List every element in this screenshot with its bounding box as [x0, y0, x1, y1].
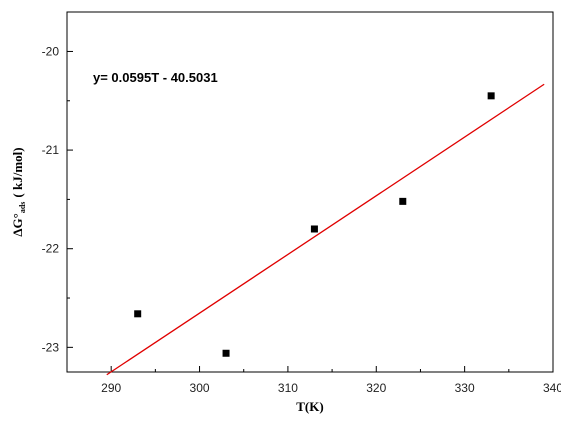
x-tick-label: 300 — [190, 381, 210, 395]
x-tick-label: 310 — [278, 381, 298, 395]
y-axis-ticks: -20 -21 -22 -23 — [42, 44, 73, 354]
data-points — [134, 92, 495, 357]
y-tick-label: -20 — [42, 44, 60, 58]
y-tick-label: -23 — [42, 340, 60, 354]
y-axis-title-unit: ( kJ/mol) — [10, 147, 25, 197]
fit-equation: y= 0.0595T - 40.5031 — [93, 70, 218, 85]
x-tick-label: 320 — [366, 381, 386, 395]
y-axis-title-main: ΔG° — [10, 213, 25, 236]
x-tick-label: 330 — [455, 381, 475, 395]
data-point — [399, 197, 407, 205]
fit-line — [106, 83, 545, 376]
data-point — [487, 92, 495, 100]
plot-frame — [66, 11, 554, 373]
x-axis-title: T(K) — [296, 399, 323, 414]
data-point — [222, 349, 230, 357]
data-point — [134, 310, 142, 318]
y-axis-title-subscript: ads — [18, 202, 27, 214]
y-tick-label: -21 — [42, 143, 60, 157]
y-tick-label: -22 — [42, 242, 60, 256]
y-axis-title: ΔG°ads ( kJ/mol) — [10, 147, 27, 236]
x-axis-ticks: 290 300 310 320 330 340 — [66, 366, 561, 395]
x-tick-label: 340 — [543, 381, 561, 395]
data-point — [310, 225, 318, 233]
svg-text:ΔG°ads( kJ/mol): ΔG°ads ( kJ/mol) — [10, 147, 27, 236]
x-tick-label: 290 — [101, 381, 121, 395]
